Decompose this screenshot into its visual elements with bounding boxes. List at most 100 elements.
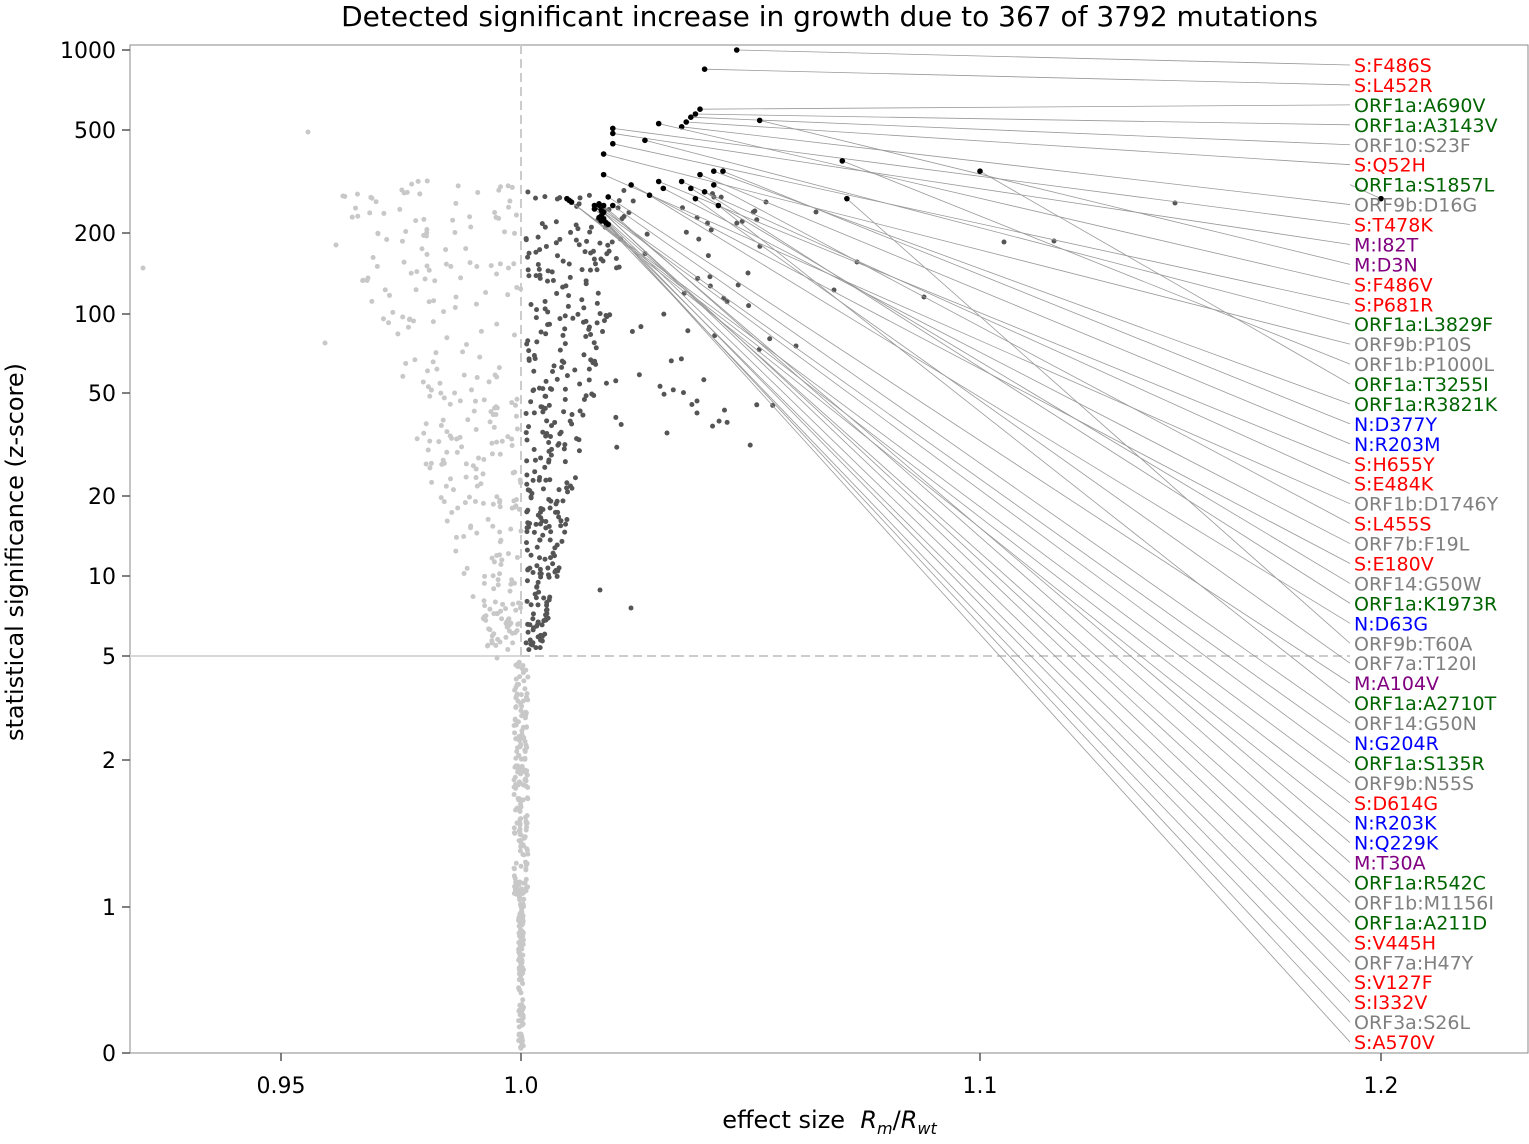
- significant-point: [523, 236, 529, 242]
- significant-point: [597, 311, 603, 317]
- significant-point: [588, 331, 594, 337]
- significant-point: [564, 485, 570, 491]
- nonsignificant-point: [473, 466, 479, 472]
- nonsignificant-point: [523, 867, 529, 873]
- significant-point: [553, 240, 559, 246]
- nonsignificant-point: [455, 183, 461, 189]
- nonsignificant-point: [381, 210, 387, 216]
- nonsignificant-point: [518, 480, 524, 486]
- nonsignificant-point: [444, 518, 450, 524]
- significant-point: [745, 270, 751, 276]
- significant-point: [701, 377, 707, 383]
- nonsignificant-point: [514, 554, 520, 560]
- significant-point: [524, 341, 530, 347]
- significant-point: [554, 196, 560, 202]
- nonsignificant-point: [449, 510, 455, 516]
- nonsignificant-point: [375, 230, 381, 236]
- nonsignificant-point: [474, 483, 480, 489]
- significant-point: [584, 238, 590, 244]
- significant-point: [524, 578, 530, 584]
- significant-point: [601, 318, 607, 324]
- nonsignificant-point: [460, 349, 466, 355]
- nonsignificant-point: [499, 616, 505, 622]
- significant-point: [603, 313, 609, 319]
- nonsignificant-point: [399, 238, 405, 244]
- mutation-label: ORF1a:S1857L: [1354, 175, 1495, 197]
- nonsignificant-point: [472, 398, 478, 404]
- nonsignificant-point: [490, 501, 496, 507]
- nonsignificant-point: [434, 366, 440, 372]
- significant-point: [592, 261, 598, 267]
- labeled-point: [678, 124, 685, 130]
- nonsignificant-point: [473, 426, 479, 432]
- significant-point: [543, 607, 549, 613]
- nonsignificant-point: [523, 885, 529, 891]
- significant-point: [537, 272, 543, 278]
- nonsignificant-point: [408, 270, 414, 276]
- nonsignificant-point: [507, 198, 513, 204]
- nonsignificant-point: [444, 449, 450, 455]
- nonsignificant-point: [407, 316, 413, 322]
- nonsignificant-point: [496, 187, 502, 193]
- nonsignificant-point: [515, 661, 521, 667]
- nonsignificant-point: [443, 247, 449, 253]
- significant-point: [530, 616, 536, 622]
- significant-point: [533, 195, 539, 201]
- nonsignificant-point: [425, 368, 431, 374]
- mutation-label: ORF1a:A2710T: [1354, 693, 1497, 715]
- significant-point: [593, 345, 599, 351]
- significant-point: [735, 282, 741, 288]
- nonsignificant-point: [386, 292, 392, 298]
- significant-point: [644, 231, 650, 237]
- significant-point: [586, 366, 592, 372]
- nonsignificant-point: [412, 357, 418, 363]
- significant-point: [559, 364, 565, 370]
- nonsignificant-point: [444, 429, 450, 435]
- nonsignificant-point: [454, 449, 460, 455]
- significant-point: [536, 477, 542, 483]
- nonsignificant-point: [481, 397, 487, 403]
- leader-line: [736, 49, 1351, 66]
- nonsignificant-point: [523, 742, 529, 748]
- nonsignificant-point: [505, 292, 511, 298]
- nonsignificant-point: [481, 598, 487, 604]
- nonsignificant-point: [494, 655, 500, 661]
- significant-point: [694, 398, 700, 404]
- significant-point: [572, 475, 578, 481]
- x-tick-label: 1.2: [1364, 1074, 1399, 1099]
- labeled-point: [598, 218, 605, 224]
- nonsignificant-point: [494, 553, 500, 559]
- nonsignificant-point: [524, 768, 530, 774]
- labeled-point: [642, 137, 648, 144]
- nonsignificant-point: [354, 191, 360, 197]
- nonsignificant-point: [511, 873, 517, 879]
- significant-point: [539, 622, 545, 628]
- leader-line: [601, 215, 1351, 943]
- nonsignificant-point: [448, 263, 454, 269]
- nonsignificant-point: [380, 316, 386, 322]
- significant-point: [566, 293, 572, 299]
- significant-point: [621, 187, 627, 193]
- significant-point: [573, 237, 579, 243]
- mutation-label: N:D377Y: [1354, 414, 1438, 436]
- leader-line: [612, 128, 1351, 225]
- labeled-point: [568, 199, 575, 205]
- nonsignificant-point: [512, 730, 518, 736]
- nonsignificant-point: [424, 251, 430, 257]
- nonsignificant-point: [419, 246, 425, 252]
- significant-point: [545, 278, 551, 284]
- nonsignificant-point: [481, 457, 487, 463]
- labeled-point: [610, 125, 616, 132]
- y-tick-label: 10: [88, 565, 116, 590]
- significant-point: [586, 326, 592, 332]
- nonsignificant-point: [498, 561, 504, 567]
- nonsignificant-point: [497, 451, 503, 457]
- nonsignificant-point: [491, 559, 497, 565]
- leader-line: [601, 210, 1351, 903]
- nonsignificant-point: [512, 774, 518, 780]
- mutation-label: ORF9b:P10S: [1354, 334, 1471, 356]
- significant-point: [537, 645, 543, 651]
- leader-line: [1349, 184, 1382, 200]
- significant-point: [574, 436, 580, 442]
- nonsignificant-point: [441, 395, 447, 401]
